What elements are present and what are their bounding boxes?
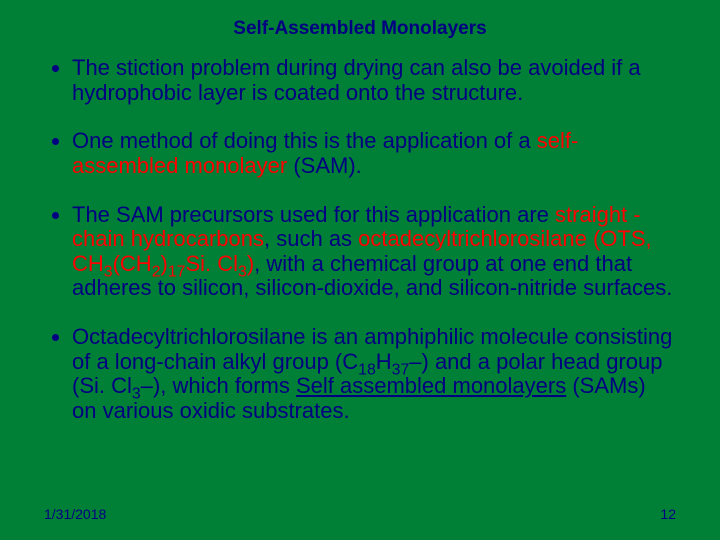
text: (CH (113, 251, 152, 276)
text: Si. Cl (185, 251, 238, 276)
slide-footer: 1/31/2018 12 (44, 506, 676, 522)
bullet-item-2: One method of doing this is the applicat… (72, 129, 676, 178)
text: One method of doing this is the applicat… (72, 128, 537, 153)
footer-page-number: 12 (660, 506, 676, 522)
link-self-assembled-monolayers[interactable]: Self assembled monolayers (296, 373, 566, 398)
bullet-item-3: The SAM precursors used for this applica… (72, 203, 676, 302)
text: H (376, 349, 392, 374)
footer-date: 1/31/2018 (44, 506, 106, 522)
text: The stiction problem during drying can a… (72, 55, 641, 105)
slide: Self-Assembled Monolayers The stiction p… (0, 0, 720, 540)
text: ) (161, 251, 168, 276)
bullet-item-4: Octadecyltrichlorosilane is an amphiphil… (72, 325, 676, 424)
text: –), which forms (141, 373, 296, 398)
bullet-item-1: The stiction problem during drying can a… (72, 56, 676, 105)
slide-title: Self-Assembled Monolayers (44, 18, 676, 40)
bullet-list: The stiction problem during drying can a… (44, 56, 676, 424)
text: (SAM). (287, 153, 362, 178)
text: , such as (264, 226, 358, 251)
text: The SAM precursors used for this applica… (72, 202, 555, 227)
